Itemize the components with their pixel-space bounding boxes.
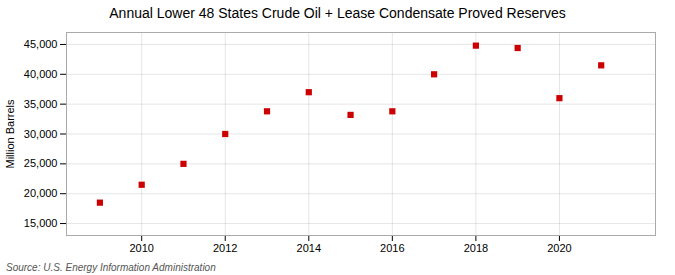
html-text:Source: U.S. Energy Informatio: Source: U.S. Energy Information Administ… [6, 262, 216, 273]
svg-text:2014: 2014 [297, 242, 321, 254]
svg-text:15,000: 15,000 [24, 217, 58, 229]
svg-text:2020: 2020 [547, 242, 571, 254]
svg-text:2018: 2018 [464, 242, 488, 254]
html-text:Annual Lower 48 States Crude O: Annual Lower 48 States Crude Oil + Lease… [109, 5, 566, 21]
svg-text:40,000: 40,000 [24, 68, 58, 80]
svg-text:20,000: 20,000 [24, 187, 58, 199]
svg-text:25,000: 25,000 [24, 157, 58, 169]
svg-text:35,000: 35,000 [24, 98, 58, 110]
svg-text:2016: 2016 [380, 242, 404, 254]
svg-text:2012: 2012 [213, 242, 237, 254]
svg-text:45,000: 45,000 [24, 38, 58, 50]
svg-text:30,000: 30,000 [24, 128, 58, 140]
svg-text:2010: 2010 [129, 242, 153, 254]
svg-text:Million Barrels: Million Barrels [4, 99, 16, 169]
